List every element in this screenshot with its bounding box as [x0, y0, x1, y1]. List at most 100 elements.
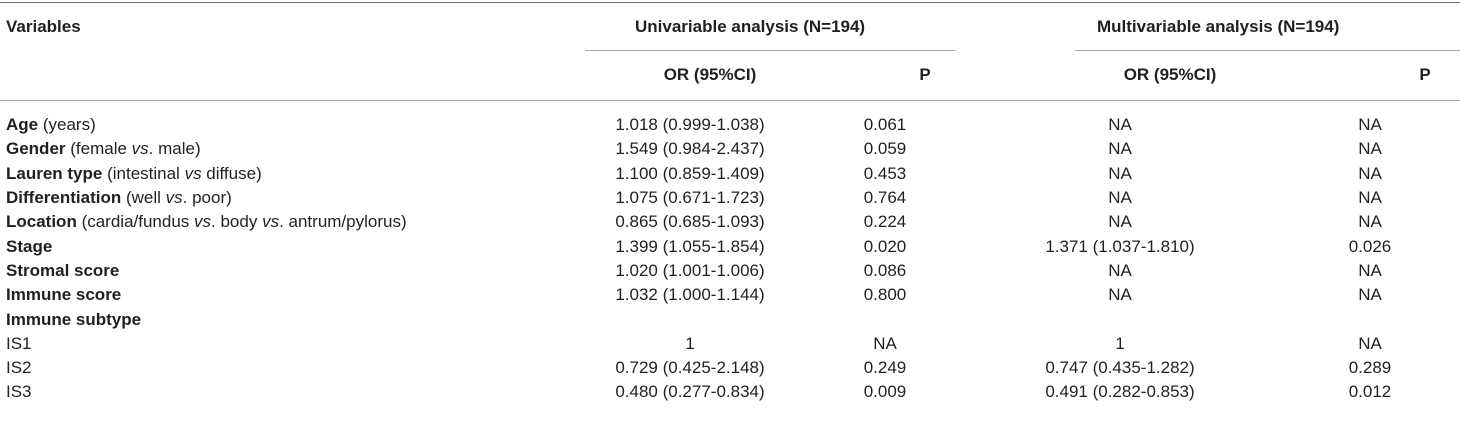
header-rule [0, 100, 1460, 101]
univariable-or-cell: 1.018 (0.999-1.038) [615, 115, 765, 135]
multivariable-p-cell: NA [1358, 212, 1382, 232]
multivariable-p-cell: NA [1358, 285, 1382, 305]
header-p-multivariable: P [1419, 65, 1431, 84]
univariable-p-cell: 0.086 [863, 260, 907, 280]
multivariable-or-cell: NA [1108, 188, 1132, 208]
variable-cell: Differentiation (well vs. poor) [0, 186, 570, 210]
univariable-or-cell: 1.100 (0.859-1.409) [615, 163, 765, 183]
univariable-or-cell: 1.549 (0.984-2.437) [615, 139, 765, 159]
univariable-p-cell: 0.059 [863, 139, 907, 159]
variable-cell: Stage [0, 234, 570, 258]
table-row: IS1 1 NA 1 NA [0, 332, 1460, 356]
header-or-ci-multivariable: OR (95%CI) [1123, 65, 1217, 84]
multivariable-or-cell: NA [1108, 260, 1132, 280]
variable-text-p3: . antrum/pylorus) [279, 212, 407, 232]
table-body: Age (years) 1.018 (0.999-1.038) 0.061 NA NA G… [0, 113, 1460, 405]
variable-text-p1: (cardia/fundus [76, 212, 195, 232]
variable-cell: Immune score [0, 283, 570, 307]
multivariable-or-cell: NA [1108, 163, 1132, 183]
variable-text-bold: Lauren type [6, 163, 103, 183]
univariable-or-cell: 1 [685, 333, 695, 353]
univariable-or-cell: 0.729 (0.425-2.148) [615, 358, 765, 378]
variable-text-p2: diffuse) [201, 163, 262, 183]
table-row: Age (years) 1.018 (0.999-1.038) 0.061 NA NA [0, 113, 1460, 137]
multivariable-or-cell: 1.371 (1.037-1.810) [1045, 236, 1195, 256]
table-row: Stage 1.399 (1.055-1.854) 0.020 1.371 (1.03… [0, 234, 1460, 258]
variable-text-p1: (female [65, 139, 132, 159]
table-row: Location (cardia/fundus vs. body vs. ant… [0, 210, 1460, 234]
multivariable-or-cell [960, 307, 1280, 331]
univariable-p-cell: 0.009 [863, 382, 907, 402]
header-p-univariable: P [919, 65, 931, 84]
variable-text-bold: Immune subtype [6, 309, 142, 329]
variable-text-bold: Stromal score [6, 260, 120, 280]
variable-text-p1: IS3 [6, 382, 32, 402]
multivariable-or-cell: 0.491 (0.282-0.853) [1045, 382, 1195, 402]
table-row: Stromal score 1.020 (1.001-1.006) 0.086 NA N… [0, 259, 1460, 283]
multivariable-p-cell: 0.012 [1348, 382, 1392, 402]
univariable-p-cell: 0.249 [863, 358, 907, 378]
multivariable-p-cell: 0.289 [1348, 358, 1392, 378]
variable-cell: IS2 [0, 356, 570, 380]
multivariable-p-cell: NA [1358, 333, 1382, 353]
table-row: IS3 0.480 (0.277-0.834) 0.009 0.491 (0.282-… [0, 380, 1460, 404]
header-variables: Variables [6, 17, 81, 36]
header-or-ci-univariable: OR (95%CI) [663, 65, 757, 84]
variable-text-bold: Immune score [6, 285, 122, 305]
variable-text-bold: Stage [6, 236, 53, 256]
variable-text-p1: IS2 [6, 358, 32, 378]
table-row: IS2 0.729 (0.425-2.148) 0.249 0.747 (0.435-… [0, 356, 1460, 380]
univariable-p-cell: 0.453 [863, 163, 907, 183]
univariable-p-cell: 0.061 [863, 115, 907, 135]
variable-cell: IS3 [0, 380, 570, 404]
multivariable-rule [1075, 50, 1460, 51]
univariable-p-cell [810, 307, 960, 331]
univariable-p-cell: 0.020 [863, 236, 907, 256]
multivariable-or-cell: NA [1108, 115, 1132, 135]
variable-text-bold: Location [6, 212, 77, 232]
univariable-p-cell: 0.224 [863, 212, 907, 232]
univariable-rule [585, 50, 955, 51]
table-row: Lauren type (intestinal vs diffuse) 1.100… [0, 162, 1460, 186]
table-row: Immune score 1.032 (1.000-1.144) 0.800 NA NA [0, 283, 1460, 307]
multivariable-p-cell: NA [1358, 115, 1382, 135]
table-row: Differentiation (well vs. poor) 1.075 (0.… [0, 186, 1460, 210]
top-rule [0, 2, 1460, 3]
variable-text-p2: . body [211, 212, 263, 232]
variable-cell: Lauren type (intestinal vs diffuse) [0, 162, 570, 186]
univariable-or-cell [570, 307, 810, 331]
variable-text-bold: Differentiation [6, 188, 122, 208]
variable-text-bold: Gender [6, 139, 66, 159]
multivariable-p-cell: NA [1358, 139, 1382, 159]
variable-text-it: vs [194, 212, 212, 232]
multivariable-p-cell: NA [1358, 163, 1382, 183]
univariable-p-cell: 0.764 [863, 188, 907, 208]
variable-cell: Location (cardia/fundus vs. body vs. ant… [0, 210, 570, 234]
variable-text-p2: . male) [148, 139, 201, 159]
variable-cell: IS1 [0, 332, 570, 356]
table-row: Gender (female vs. male) 1.549 (0.984-2.4… [0, 137, 1460, 161]
variable-text-it: vs [131, 139, 149, 159]
variable-text-bold: Age [6, 115, 39, 135]
variable-text-it2: vs [262, 212, 280, 232]
univariable-p-cell: NA [873, 333, 897, 353]
variable-text-it: vs [184, 163, 202, 183]
multivariable-or-cell: NA [1108, 139, 1132, 159]
univariable-p-cell: 0.800 [863, 285, 907, 305]
variable-text-it: vs [165, 188, 183, 208]
multivariable-p-cell: NA [1358, 188, 1382, 208]
variable-cell: Age (years) [0, 113, 570, 137]
multivariable-p-cell [1280, 307, 1460, 331]
variable-text-p1: IS1 [6, 333, 32, 353]
variable-text-p1: (intestinal [102, 163, 185, 183]
variable-text-p2: . poor) [182, 188, 232, 208]
univariable-or-cell: 1.399 (1.055-1.854) [615, 236, 765, 256]
multivariable-or-cell: 1 [1115, 333, 1125, 353]
univariable-or-cell: 1.020 (1.001-1.006) [615, 260, 765, 280]
variable-cell: Immune subtype [0, 307, 570, 331]
variable-cell: Gender (female vs. male) [0, 137, 570, 161]
univariable-or-cell: 1.032 (1.000-1.144) [615, 285, 765, 305]
variable-text-p1: (well [121, 188, 166, 208]
multivariable-or-cell: NA [1108, 285, 1132, 305]
